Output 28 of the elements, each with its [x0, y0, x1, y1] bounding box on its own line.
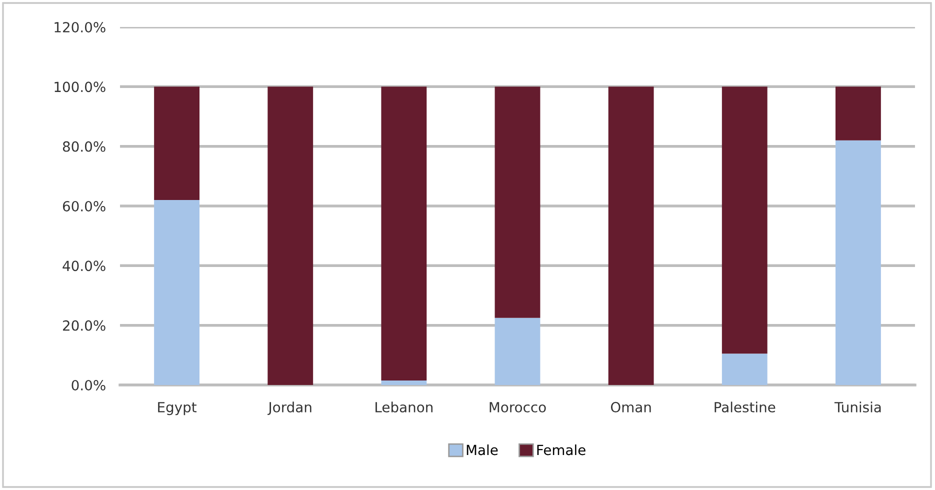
bar: [608, 86, 654, 385]
bar: [154, 86, 200, 200]
bar: [381, 86, 427, 381]
bar: [722, 354, 768, 385]
y-tick-label: 120.0%: [54, 22, 106, 32]
y-tick-label: 0.0%: [72, 380, 106, 390]
legend-label: Male: [466, 444, 498, 456]
bar: [268, 86, 314, 385]
legend-label: Female: [537, 444, 586, 456]
x-tick-label: Jordan: [268, 402, 312, 415]
bar: [494, 318, 540, 385]
x-tick-label: Lebanon: [376, 402, 432, 412]
x-tick-label: Morocco: [490, 402, 546, 412]
y-tick-label: 40.0%: [62, 260, 106, 272]
bar: [381, 380, 427, 385]
y-tick-label: 20.0%: [63, 320, 106, 331]
x-tick-label: Tunisia: [834, 402, 881, 412]
bar: [154, 200, 200, 385]
bar: [494, 86, 540, 318]
bar: [722, 86, 768, 354]
bar: [836, 86, 881, 140]
y-tick-label: 60.0%: [62, 200, 106, 212]
bar: [836, 140, 881, 385]
y-tick-label: 100.0%: [54, 82, 106, 92]
y-tick-label: 80.0%: [62, 141, 106, 152]
x-tick-label: Oman: [610, 402, 651, 412]
x-tick-label: Palestine: [714, 402, 776, 412]
x-tick-label: Egypt: [158, 402, 196, 416]
